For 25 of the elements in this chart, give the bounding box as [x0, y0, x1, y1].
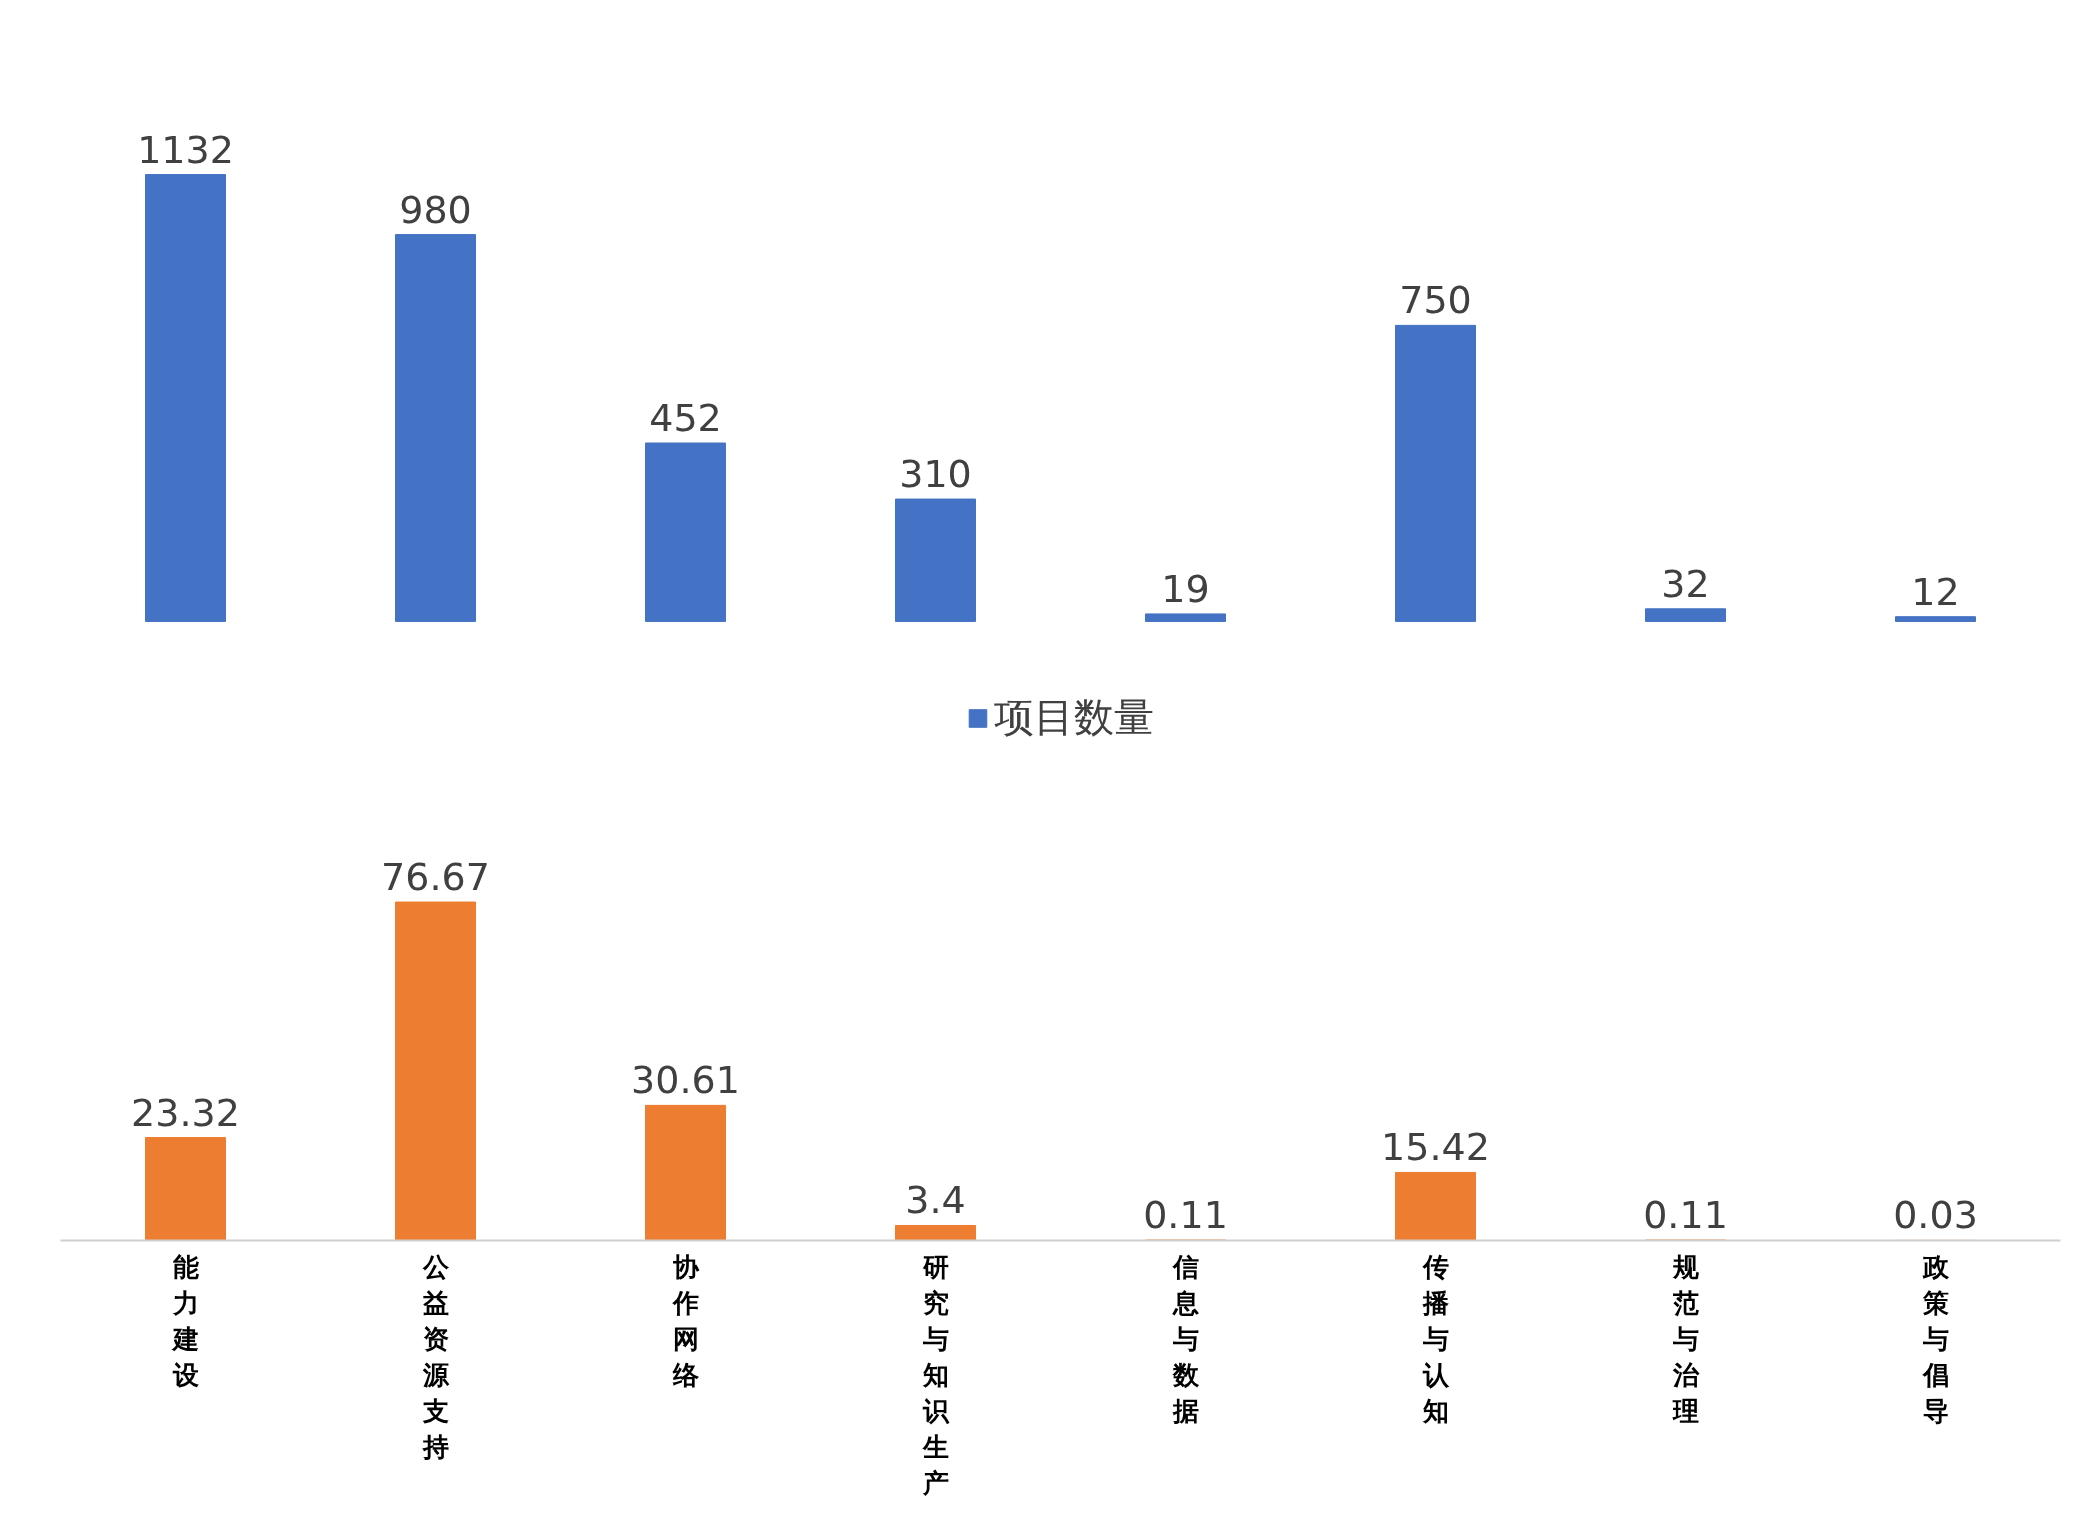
data-label: 3.4: [905, 1178, 966, 1223]
x-tick-label: 规范与治理: [1671, 1251, 1700, 1426]
data-label: 980: [399, 187, 472, 232]
data-label: 19: [1161, 566, 1210, 611]
data-label: 76.67: [381, 855, 490, 900]
data-label: 12: [1911, 569, 1960, 614]
data-label: 15.42: [1381, 1125, 1490, 1170]
x-tick-label: 信息与数据: [1171, 1251, 1200, 1426]
data-label: 0.03: [1893, 1193, 1978, 1238]
x-tick-label: 公益资源支持: [421, 1251, 450, 1462]
data-label: 32: [1661, 561, 1710, 606]
data-label: 1132: [137, 127, 234, 172]
x-tick-label: 研究与知识生产: [921, 1251, 950, 1498]
data-label: 30.61: [631, 1058, 740, 1103]
data-label: 23.32: [131, 1090, 240, 1135]
legend-label: 项目数量: [993, 693, 1154, 742]
x-tick-label: 能力建设: [170, 1251, 199, 1390]
data-label: 452: [649, 396, 722, 440]
x-tick-label: 协作网络: [671, 1251, 700, 1390]
data-label: 750: [1399, 278, 1472, 323]
data-label: 0.11: [1143, 1193, 1228, 1238]
x-tick-label: 政策与倡导: [1921, 1251, 1950, 1426]
x-tick-label: 传播与认知: [1421, 1251, 1450, 1426]
data-label: 310: [899, 452, 972, 497]
data-label: 0.11: [1643, 1193, 1728, 1238]
